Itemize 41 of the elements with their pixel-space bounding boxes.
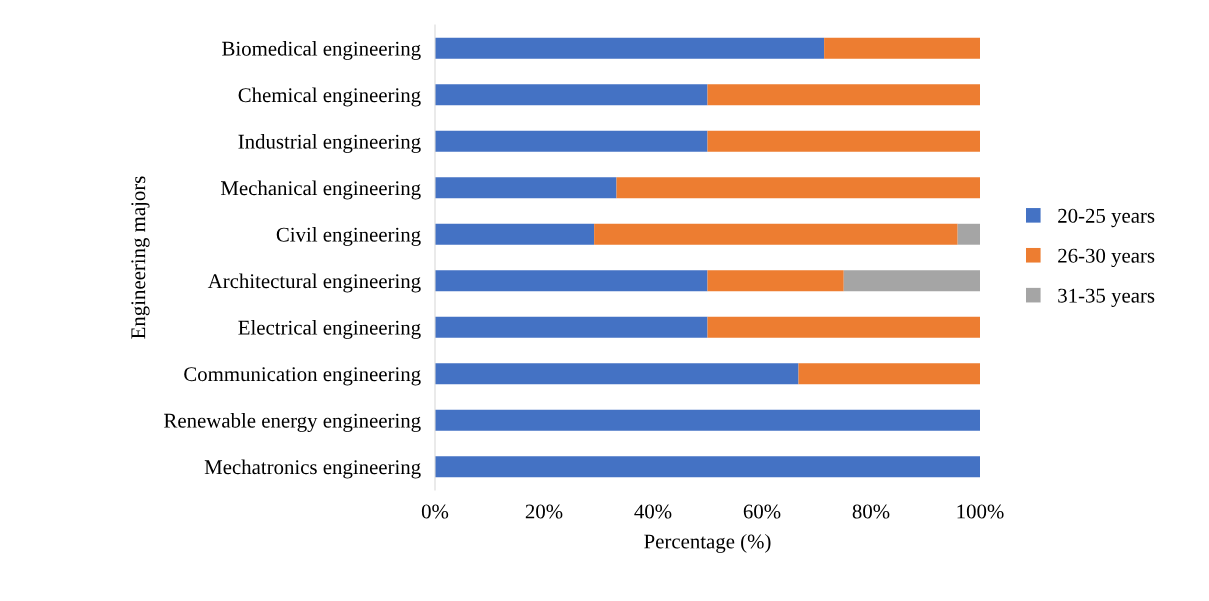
bar [435,130,708,152]
bar [843,270,980,292]
bar [435,409,980,431]
bar [707,316,980,338]
y-axis-title: Engineering majors [131,176,150,339]
y-tick-label: Communication engineering [184,367,421,386]
bar [435,363,799,385]
x-tick-label: 0% [421,504,449,519]
bar [707,270,844,292]
bar [798,363,980,385]
bar [435,37,825,59]
bar [616,177,980,199]
bar [435,316,708,338]
x-axis-title: Percentage (%) [644,533,771,553]
bar [824,37,980,59]
bar [435,177,617,199]
y-tick-label: Biomedical engineering [222,41,421,60]
bar [435,223,595,245]
bar [594,223,958,245]
legend-label: 31-35 years [1058,288,1155,307]
y-tick-label: Renewable energy engineering [164,413,421,432]
y-tick-label: Architectural engineering [207,273,421,293]
y-tick-label: Chemical engineering [238,87,421,107]
x-tick-label: 80% [852,504,890,519]
x-tick-label: 100% [957,504,1004,519]
y-tick-label: Civil engineering [276,227,421,246]
bar [435,84,708,106]
bar [707,84,980,106]
x-tick-label: 40% [634,504,672,519]
y-tick-label: Industrial engineering [238,134,421,153]
bar [435,456,980,478]
x-tick-label: 20% [525,504,563,519]
legend-label: 26-30 years [1058,248,1155,268]
y-tick-label: Mechatronics engineering [204,459,421,479]
legend-label: 20-25 years [1058,208,1155,228]
y-tick-label: Electrical engineering [238,320,421,339]
x-tick-label: 60% [743,504,781,519]
bar [957,223,980,245]
bar [435,270,708,292]
bar [707,130,980,152]
y-tick-label: Mechanical engineering [220,180,421,200]
